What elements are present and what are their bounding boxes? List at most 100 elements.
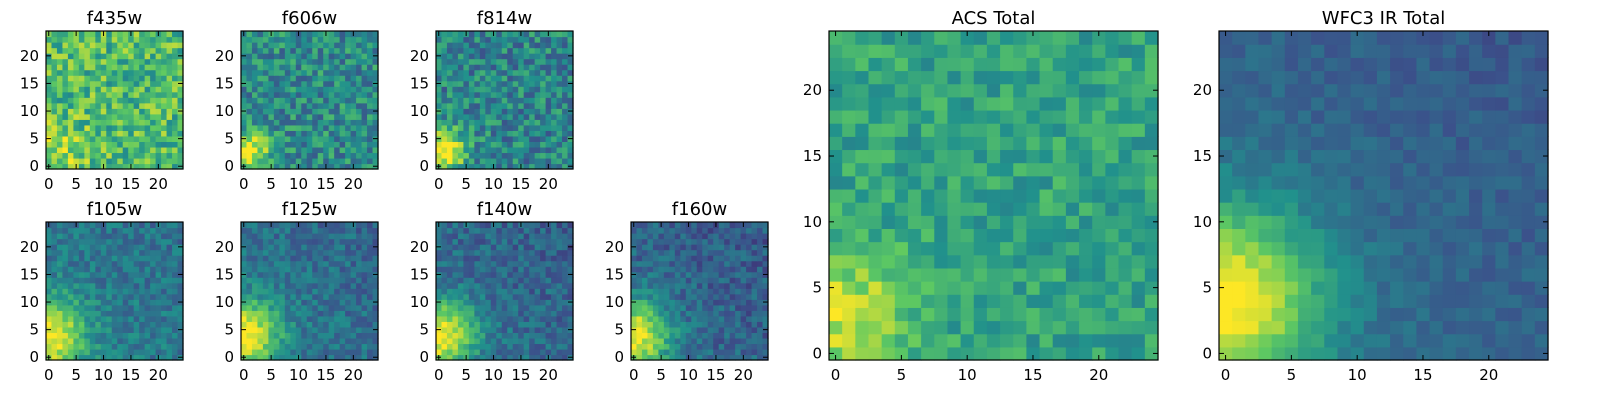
heatmap-cell xyxy=(155,157,162,165)
heatmap-cell xyxy=(372,157,379,165)
heatmap-cell xyxy=(317,288,324,295)
heatmap-cell xyxy=(545,47,552,54)
heatmap-cell xyxy=(356,249,363,256)
heatmap-cell xyxy=(452,277,459,284)
heatmap-cell xyxy=(512,86,519,93)
heatmap-cell xyxy=(479,233,486,240)
heatmap-cell xyxy=(479,299,486,306)
heatmap-cell xyxy=(446,310,454,317)
heatmap-cell xyxy=(463,299,470,306)
heatmap-cell xyxy=(567,75,574,82)
heatmap-cell xyxy=(441,58,448,65)
heatmap-cell xyxy=(718,227,725,234)
heatmap-cell xyxy=(139,58,146,65)
heatmap-cell xyxy=(507,337,514,345)
heatmap-cell xyxy=(46,97,53,104)
heatmap-cell xyxy=(674,244,681,251)
heatmap-cell xyxy=(463,343,470,350)
heatmap-cell xyxy=(328,249,335,256)
heatmap-cell xyxy=(73,80,80,87)
heatmap-cell xyxy=(540,69,547,76)
heatmap-cell xyxy=(829,320,843,335)
heatmap-cell xyxy=(301,135,308,142)
heatmap-cell xyxy=(479,124,486,131)
heatmap-cell xyxy=(729,277,736,284)
heatmap-cell xyxy=(512,244,519,251)
heatmap-cell xyxy=(523,91,530,98)
heatmap-cell xyxy=(934,346,949,361)
heatmap-cell xyxy=(172,152,179,159)
heatmap-cell xyxy=(172,86,179,93)
heatmap-cell xyxy=(345,260,352,267)
heatmap-cell xyxy=(468,47,475,54)
heatmap-cell xyxy=(301,119,308,126)
heatmap-cell xyxy=(463,233,470,240)
heatmap-cell xyxy=(361,293,368,300)
heatmap-cell xyxy=(150,80,157,87)
heatmap-cell xyxy=(446,260,454,267)
heatmap-cell xyxy=(512,343,519,350)
heatmap-cell xyxy=(161,152,168,159)
heatmap-cell xyxy=(279,227,286,234)
heatmap-cell xyxy=(523,299,530,306)
heatmap-cell xyxy=(685,238,692,245)
heatmap-cell xyxy=(139,310,146,317)
heatmap-cell xyxy=(907,188,922,203)
heatmap-cell xyxy=(284,293,291,300)
heatmap-cell xyxy=(1026,346,1041,361)
heatmap-cell xyxy=(441,75,448,82)
heatmap-cell xyxy=(155,97,162,104)
heatmap-cell xyxy=(100,108,107,115)
heatmap-cell xyxy=(724,238,731,245)
heatmap-cell xyxy=(67,108,74,115)
heatmap-cell xyxy=(177,238,184,245)
heatmap-cell xyxy=(361,277,368,284)
heatmap-cell xyxy=(262,141,269,148)
heatmap-cell xyxy=(273,288,280,295)
heatmap-cell xyxy=(166,80,173,87)
heatmap-cell xyxy=(894,162,909,177)
heatmap-cell xyxy=(345,31,352,38)
heatmap-cell xyxy=(540,255,547,262)
heatmap-cell xyxy=(921,254,935,269)
heatmap-cell xyxy=(490,64,497,71)
heatmap-cell xyxy=(51,293,58,300)
heatmap-cell xyxy=(468,119,475,126)
heatmap-cell xyxy=(707,222,714,229)
heatmap-cell xyxy=(150,86,157,93)
heatmap-cell xyxy=(295,348,302,356)
heatmap-cell xyxy=(652,238,659,245)
heatmap-cell xyxy=(507,130,514,137)
heatmap-cell xyxy=(512,222,519,229)
heatmap-cell xyxy=(446,141,454,148)
heatmap-cell xyxy=(518,36,525,43)
heatmap-cell xyxy=(691,299,698,306)
heatmap-cell xyxy=(501,152,508,159)
heatmap-cell xyxy=(161,255,168,262)
heatmap-cell xyxy=(636,332,643,339)
heatmap-cell xyxy=(631,277,638,284)
heatmap-cell xyxy=(246,108,253,115)
heatmap-cell xyxy=(740,282,747,289)
heatmap-cell xyxy=(641,326,649,333)
heatmap-cell xyxy=(479,97,486,104)
heatmap-cell xyxy=(751,277,758,284)
heatmap-cell xyxy=(921,215,935,229)
heatmap-cell xyxy=(155,86,162,93)
heatmap-cell xyxy=(257,348,264,356)
heatmap-cell xyxy=(436,69,443,76)
heatmap-cell xyxy=(501,124,508,131)
heatmap-cell xyxy=(463,124,470,131)
heatmap-cell xyxy=(523,135,530,142)
heatmap-cell xyxy=(855,267,870,282)
heatmap-cell xyxy=(372,332,379,339)
heatmap-cell xyxy=(62,337,69,345)
heatmap-cell xyxy=(567,31,574,38)
heatmap-cell xyxy=(166,75,173,82)
heatmap-cell xyxy=(345,238,352,245)
heatmap-cell xyxy=(117,337,124,345)
heatmap-cell xyxy=(312,47,319,54)
heatmap-cell xyxy=(150,343,157,350)
heatmap-cell xyxy=(441,42,448,49)
y-tick-label: 0 xyxy=(419,157,429,175)
